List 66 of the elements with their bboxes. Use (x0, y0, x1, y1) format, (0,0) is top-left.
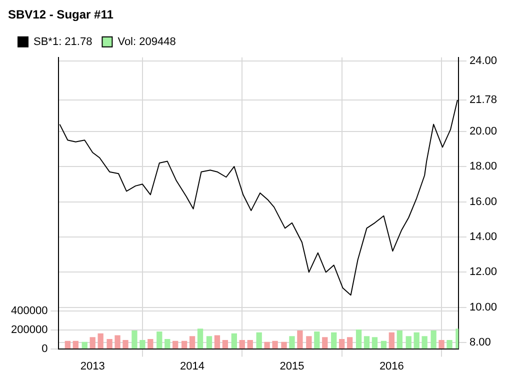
bar (64, 340, 71, 349)
x-tick-label: 2015 (280, 360, 304, 372)
y2-tick-label: 8.00 (469, 336, 491, 349)
bar (189, 336, 196, 349)
chart-title: SBV12 - Sugar #11 (8, 8, 114, 22)
y2-tick-label: 12.00 (469, 266, 498, 278)
y-tick-label: 400000 (10, 304, 48, 317)
bar (98, 333, 104, 349)
bar (148, 339, 154, 349)
bar (164, 339, 170, 349)
x-tick-label: 2013 (80, 360, 105, 372)
bar (339, 339, 345, 349)
y2-tick-label: 21.78 (469, 94, 498, 106)
bar (172, 340, 178, 349)
y2-tick-label: 20.00 (469, 125, 498, 138)
legend-label: SB*1: 21.78 (34, 36, 92, 48)
bar (346, 337, 353, 349)
bar (364, 336, 370, 349)
y2-tick-label: 14.00 (469, 231, 498, 244)
bar (231, 333, 237, 349)
bar (181, 340, 188, 349)
y2-tick-label: 10.00 (469, 301, 498, 314)
bar (388, 332, 395, 349)
bar (82, 342, 88, 349)
bar (331, 332, 337, 349)
bar (289, 336, 295, 349)
bar (380, 340, 387, 349)
bar (122, 340, 128, 349)
bar (197, 328, 204, 349)
y-tick-label: 200000 (10, 324, 48, 336)
bar (297, 330, 303, 349)
bar (314, 331, 320, 349)
bar (438, 340, 444, 349)
bar (396, 330, 402, 349)
bar (430, 330, 436, 349)
y2-tick-label: 24.00 (469, 54, 498, 67)
bar (422, 336, 428, 349)
bar (140, 340, 146, 349)
x-tick-label: 2016 (379, 360, 404, 372)
bar (446, 340, 452, 349)
y-tick-label: 0 (42, 342, 48, 355)
bar (406, 336, 412, 349)
bar (132, 330, 138, 349)
bar (156, 331, 162, 349)
bar (206, 336, 212, 349)
legend-label: Vol: 209448 (118, 36, 176, 48)
bar (322, 337, 328, 349)
y2-tick-label: 16.00 (469, 196, 498, 208)
bar (222, 340, 228, 349)
y2-tick-label: 18.00 (469, 160, 498, 173)
bar (256, 332, 262, 349)
bar (306, 336, 312, 349)
bar (281, 342, 287, 349)
bar (372, 337, 378, 349)
bar (239, 340, 245, 349)
x-tick-label: 2014 (180, 360, 205, 372)
bar (214, 335, 220, 349)
bar (72, 340, 78, 349)
bar (114, 335, 120, 349)
bar (106, 339, 112, 349)
bar (247, 340, 253, 349)
bar (272, 340, 278, 349)
bar (414, 332, 420, 349)
bar (90, 337, 96, 349)
bar (264, 342, 270, 349)
bar (356, 330, 362, 349)
